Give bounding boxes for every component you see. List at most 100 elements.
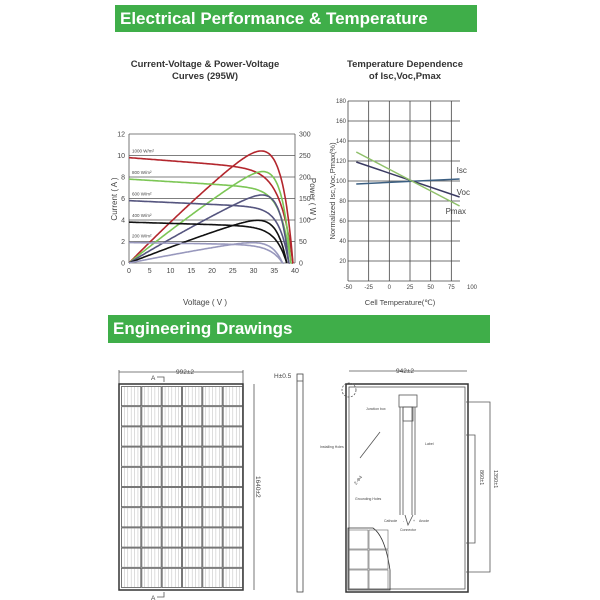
temp-ytick-label: 120 — [336, 159, 347, 165]
mount-outer-dim — [466, 401, 491, 573]
solar-cell — [222, 567, 243, 588]
temp-xtick-label: 100 — [467, 285, 478, 291]
solar-cell — [182, 426, 203, 447]
temp-ytick-label: 40 — [339, 239, 346, 245]
temp-series-line — [356, 178, 460, 185]
iv-ytick-label: 8 — [121, 175, 125, 182]
cathode-label: Cathode — [384, 519, 397, 523]
iv-curve — [129, 156, 294, 264]
junction-box-label: Junction box — [366, 407, 386, 411]
solar-cell — [182, 487, 203, 508]
solar-cell — [182, 527, 203, 548]
temp-xlabel: Cell Temperature(℃) — [365, 298, 436, 307]
temp-xtick-label: 75 — [448, 285, 455, 291]
irradiance-label: 1000 W/m² — [132, 149, 155, 154]
temp-chart-title-line1: Temperature Dependence — [347, 59, 463, 70]
temp-xtick-label: 50 — [427, 285, 434, 291]
solar-cell — [121, 426, 142, 447]
iv-curve — [129, 241, 285, 264]
solar-cell — [222, 466, 243, 487]
temp-chart-title-line2: of Isc,Voc,Pmax — [368, 71, 442, 82]
iv-xtick-label: 30 — [250, 268, 258, 275]
iv-ytick-label: 0 — [121, 261, 125, 268]
solar-cell — [182, 446, 203, 467]
solar-cell — [121, 527, 142, 548]
solar-cell — [121, 446, 142, 467]
solar-cell — [182, 567, 203, 588]
solar-cell — [161, 527, 182, 548]
iv-curve — [129, 199, 290, 264]
temp-ytick-label: 20 — [339, 259, 346, 265]
iv-chart-title-line1: Current-Voltage & Power-Voltage — [130, 59, 280, 70]
solar-cell — [182, 466, 203, 487]
solar-cell — [141, 466, 162, 487]
solar-cell — [121, 547, 142, 568]
thickness-label: H±0.5 — [274, 373, 292, 380]
iv-xtick-label: 0 — [127, 268, 131, 275]
temp-series-line — [355, 151, 460, 207]
solar-cell — [161, 446, 182, 467]
temp-ytick-label: 180 — [336, 99, 347, 105]
section-mark-label-bottom: A — [151, 595, 156, 600]
temp-ytick-label: 160 — [336, 119, 347, 125]
iv-xtick-label: 35 — [270, 268, 278, 275]
iv-y2tick-label: 200 — [299, 175, 311, 182]
solar-cell — [202, 527, 223, 548]
solar-cell — [161, 547, 182, 568]
installing-holes-label: Installing Holes — [320, 445, 344, 449]
solar-cell — [141, 507, 162, 528]
cutaway-cells — [348, 529, 389, 590]
temp-xtick-label: -50 — [344, 285, 353, 291]
iv-y2tick-label: 50 — [299, 239, 307, 246]
temp-series-label: Voc — [457, 188, 470, 197]
solar-cell — [182, 547, 203, 568]
solar-cell — [121, 406, 142, 427]
temp-xtick-label: 25 — [407, 285, 414, 291]
solar-cell — [141, 487, 162, 508]
iv-ytick-label: 6 — [121, 196, 125, 203]
temp-series-label: Isc — [457, 166, 467, 175]
back-panel-frame — [345, 383, 469, 593]
solar-cell — [202, 466, 223, 487]
solar-cell — [202, 426, 223, 447]
section-mark-bottom — [157, 592, 165, 598]
grounding-holes-label: Grounding Holes — [355, 497, 382, 501]
solar-cell — [141, 426, 162, 447]
section-banner-drawings: Engineering Drawings — [108, 315, 490, 343]
cutaway-cell — [368, 549, 389, 570]
solar-cell — [141, 386, 162, 407]
iv-xtick-label: 10 — [167, 268, 175, 275]
iv-curve — [129, 221, 288, 264]
connector-lines — [404, 514, 414, 527]
solar-cell — [222, 487, 243, 508]
mount-inner-label: 860±1 — [478, 470, 484, 485]
label-label: Label — [425, 442, 434, 446]
temp-ylabel: Normalized Isc,Voc,Pmax(%) — [328, 142, 337, 240]
mount-inner-dim — [466, 434, 476, 544]
solar-cell — [161, 507, 182, 528]
solar-cell — [202, 487, 223, 508]
cutaway-cell — [348, 529, 369, 550]
pv-curve — [128, 241, 284, 264]
iv-xtick-label: 5 — [148, 268, 152, 275]
pv-curve — [128, 219, 288, 264]
iv-ytick-label: 2 — [121, 239, 125, 246]
solar-cell — [202, 507, 223, 528]
temp-series-label: Pmax — [446, 207, 466, 216]
solar-cell — [141, 406, 162, 427]
section-mark-label-top: A — [151, 375, 156, 382]
hole-spec-label: 2-Φ4 — [353, 474, 364, 485]
iv-y2tick-label: 250 — [299, 153, 311, 160]
solar-cell — [222, 386, 243, 407]
temp-chart-title: Temperature Dependence of Isc,Voc,Pmax — [330, 59, 480, 83]
solar-cell — [141, 446, 162, 467]
solar-cell — [202, 406, 223, 427]
solar-cell — [161, 466, 182, 487]
solar-cell — [182, 386, 203, 407]
solar-cell — [121, 567, 142, 588]
corner-detail-circle — [341, 382, 357, 398]
cell-cutaway — [347, 527, 391, 591]
solar-cell — [121, 386, 142, 407]
